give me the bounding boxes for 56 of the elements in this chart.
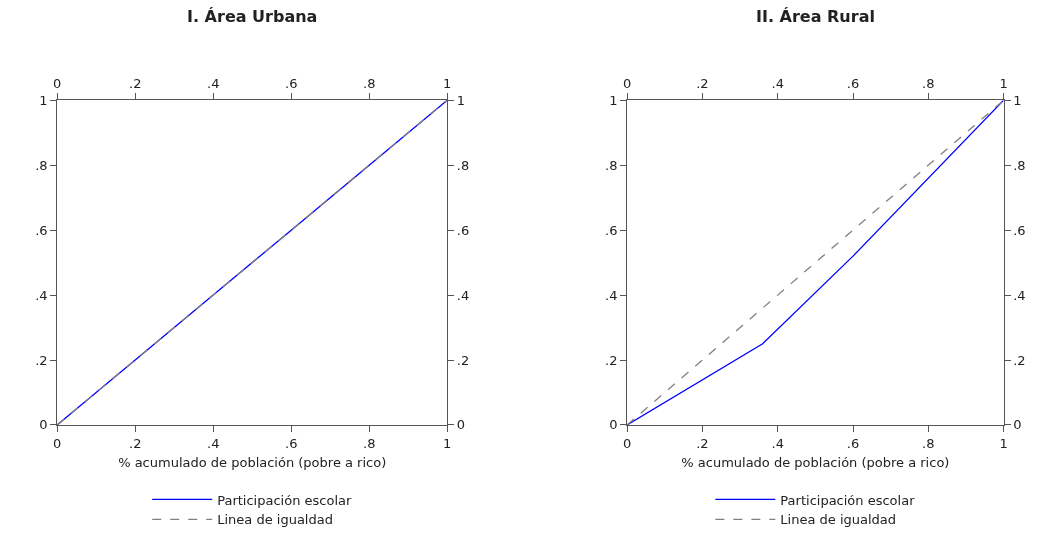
x2-tick-label: .4: [207, 435, 220, 451]
y2-tick-label: .4: [1013, 287, 1026, 303]
y2-tick-label: .8: [456, 157, 470, 173]
x-tick-label: .8: [922, 76, 935, 92]
x-tick-label: .4: [771, 76, 784, 92]
x-tick-label: 0: [53, 76, 62, 92]
y2-tick-label: .4: [456, 287, 470, 303]
y2-tick-label: 1: [456, 92, 466, 108]
y2-tick-label: 1: [1013, 92, 1022, 108]
legend-label: Linea de igualdad: [217, 512, 333, 528]
y2-tick-label: 0: [1013, 417, 1022, 433]
x-tick-label: .8: [363, 76, 376, 92]
y-tick-label: .8: [35, 157, 48, 173]
x-tick-label: .6: [846, 76, 860, 92]
x-tick-label: .6: [285, 76, 298, 92]
x2-tick-label: 1: [443, 435, 452, 451]
y2-tick-label: .2: [1013, 352, 1026, 368]
legend-label: Participación escolar: [780, 492, 916, 508]
x-tick-label: 0: [622, 76, 632, 92]
y-tick-label: 1: [609, 92, 618, 108]
x2-tick-label: 0: [53, 435, 62, 451]
y-tick-label: 0: [39, 417, 48, 433]
x-tick-label: .2: [696, 76, 709, 92]
y-tick-label: .2: [605, 352, 618, 368]
y-tick-label: .6: [605, 222, 618, 238]
x2-tick-label: .6: [846, 435, 860, 451]
y2-tick-label: .6: [456, 222, 470, 238]
y-tick-label: .4: [35, 287, 48, 303]
y-tick-label: 0: [609, 417, 618, 433]
x2-tick-label: .8: [363, 435, 376, 451]
x-tick-label: 1: [999, 76, 1008, 92]
legend-label: Linea de igualdad: [780, 512, 897, 528]
y2-tick-label: .8: [1013, 157, 1026, 173]
y2-tick-label: 0: [456, 417, 466, 433]
x2-tick-label: .8: [922, 435, 935, 451]
y-tick-label: 1: [39, 92, 48, 108]
x-tick-label: 1: [443, 76, 452, 92]
x2-tick-label: .6: [285, 435, 298, 451]
x2-tick-label: 0: [622, 435, 632, 451]
x-tick-label: .2: [129, 76, 142, 92]
x2-tick-label: .4: [771, 435, 784, 451]
y2-tick-label: .6: [1013, 222, 1026, 238]
y-tick-label: .2: [35, 352, 48, 368]
y-tick-label: .4: [605, 287, 618, 303]
x2-tick-label: .2: [129, 435, 142, 451]
x2-tick-label: .2: [696, 435, 709, 451]
x-axis-title: % acumulado de población (pobre a rico): [118, 455, 387, 471]
y-tick-label: .6: [35, 222, 48, 238]
y2-tick-label: .2: [456, 352, 470, 368]
x-axis-title: % acumulado de población (pobre a rico): [681, 455, 950, 471]
chart-title: I. Área Urbana: [187, 7, 318, 26]
y-tick-label: .8: [605, 157, 618, 173]
legend-label: Participación escolar: [217, 492, 352, 508]
x2-tick-label: 1: [999, 435, 1008, 451]
chart-title: II. Área Rural: [756, 7, 875, 26]
x-tick-label: .4: [207, 76, 220, 92]
